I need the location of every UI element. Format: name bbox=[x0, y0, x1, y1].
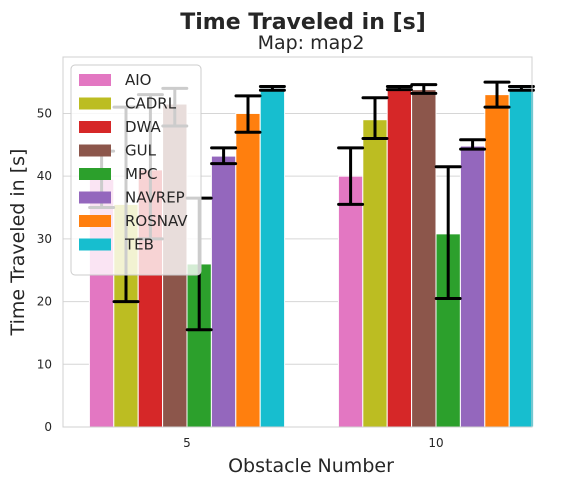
legend-label: AIO bbox=[125, 71, 152, 89]
chart-subtitle: Map: map2 bbox=[258, 32, 365, 54]
legend-label: DWA bbox=[125, 118, 162, 136]
legend-swatch bbox=[79, 144, 111, 157]
legend: AIO CADRL DWA GUL MPC NAVREP ROSNAV TEB bbox=[70, 64, 202, 276]
x-tick-label: 5 bbox=[183, 436, 191, 450]
legend-swatch bbox=[79, 238, 111, 251]
legend-label: GUL bbox=[125, 142, 157, 160]
bar bbox=[362, 119, 388, 428]
bar bbox=[459, 145, 486, 428]
x-tick-label: 10 bbox=[428, 436, 443, 450]
y-ticks: 0 10 20 30 40 50 bbox=[37, 106, 52, 434]
legend-label: MPC bbox=[125, 165, 157, 183]
y-axis-label: Time Traveled in [s] bbox=[7, 149, 29, 337]
legend-label: ROSNAV bbox=[125, 212, 188, 230]
bar bbox=[508, 87, 535, 428]
legend-swatch bbox=[79, 121, 111, 133]
bar bbox=[259, 87, 286, 428]
bar bbox=[386, 87, 413, 428]
x-axis-label: Obstacle Number bbox=[228, 455, 394, 477]
legend-swatch bbox=[79, 215, 111, 227]
y-tick-label: 40 bbox=[37, 169, 52, 183]
legend-label: NAVREP bbox=[125, 189, 185, 207]
bar bbox=[484, 94, 510, 428]
chart-title: Time Traveled in [s] bbox=[180, 10, 426, 35]
y-tick-label: 20 bbox=[37, 295, 52, 309]
legend-swatch bbox=[79, 97, 111, 110]
y-tick-label: 30 bbox=[37, 232, 52, 246]
y-tick-label: 50 bbox=[37, 106, 52, 120]
bar bbox=[210, 155, 237, 428]
x-ticks: 5 10 bbox=[183, 436, 443, 450]
legend-label: CADRL bbox=[125, 95, 177, 113]
plot-frame bbox=[62, 56, 533, 428]
y-tick-label: 10 bbox=[37, 357, 52, 371]
bar bbox=[235, 112, 261, 428]
y-tick-label: 0 bbox=[44, 420, 52, 434]
bar bbox=[337, 175, 364, 428]
legend-swatch bbox=[79, 74, 111, 86]
bar bbox=[411, 89, 437, 428]
legend-label: TEB bbox=[124, 236, 154, 254]
legend-swatch bbox=[79, 191, 111, 204]
legend-swatch bbox=[79, 168, 111, 180]
